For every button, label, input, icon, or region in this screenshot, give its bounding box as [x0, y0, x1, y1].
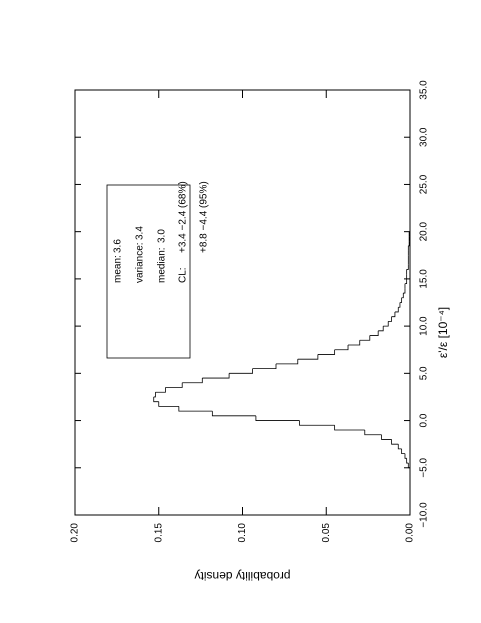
stat-label: variance:	[135, 242, 146, 283]
x-tick-label: 35.0	[419, 80, 430, 100]
hist-bin	[178, 406, 213, 412]
hist-bin	[408, 241, 410, 247]
x-tick-label: 25.0	[419, 174, 430, 194]
hist-bin	[255, 415, 300, 421]
stat-label: median:	[157, 247, 168, 283]
hist-bin	[153, 392, 156, 398]
hist-bin	[404, 278, 408, 285]
x-tick-label: −5.0	[419, 457, 430, 477]
hist-bin	[276, 359, 299, 365]
hist-bin	[407, 463, 410, 469]
stat-value: +8.8 −4.4 (95%)	[199, 181, 210, 253]
hist-bin	[229, 368, 253, 374]
hist-bin	[398, 302, 401, 308]
hist-bin	[391, 439, 399, 445]
hist-bin	[397, 444, 402, 450]
hist-bin	[158, 401, 179, 407]
hist-bin	[364, 430, 382, 436]
y-tick-label: 0.15	[153, 523, 164, 543]
hist-bin	[182, 378, 203, 384]
hist-bin	[155, 387, 166, 393]
hist-bin	[383, 321, 389, 327]
x-tick-label: 20.0	[419, 221, 430, 241]
stat-value: +3.4 −2.4 (68%)	[178, 181, 189, 253]
hist-bin	[394, 307, 399, 313]
hist-bin	[317, 349, 336, 355]
hist-bin	[334, 425, 365, 431]
stat-value: 3.4	[135, 226, 146, 240]
y-axis-label: probability density	[194, 569, 290, 583]
stats-box	[106, 184, 191, 359]
hist-bin	[202, 373, 230, 379]
hist-bin	[391, 311, 396, 318]
stat-label: CL:	[178, 267, 189, 283]
hist-bin	[399, 297, 403, 303]
hist-bin	[404, 453, 407, 459]
hist-bin	[369, 330, 379, 336]
hist-bin	[406, 264, 409, 270]
hist-bin	[299, 420, 335, 426]
hist-bin	[401, 448, 405, 455]
hist-bin	[381, 434, 392, 440]
x-axis-label: ε'/ε [10⁻⁴]	[436, 307, 450, 358]
hist-bin	[165, 382, 183, 388]
hist-bin	[252, 363, 277, 370]
y-tick-label: 0.05	[321, 523, 332, 543]
y-tick-label: 0.20	[70, 523, 81, 543]
hist-bin	[403, 288, 406, 294]
hist-bin	[334, 345, 349, 351]
y-tick-label: 0.10	[237, 523, 248, 543]
x-tick-label: 15.0	[419, 269, 430, 289]
x-tick-label: 5.0	[419, 366, 430, 380]
hist-bin	[297, 354, 319, 360]
stat-value: 3.0	[157, 229, 168, 243]
hist-bin	[388, 316, 392, 322]
hist-bin	[348, 340, 361, 346]
hist-bin	[359, 335, 371, 341]
plot-frame	[74, 89, 411, 516]
x-tick-label: 10.0	[419, 316, 430, 336]
hist-bin	[406, 458, 409, 464]
stat-label: mean:	[113, 255, 124, 283]
hist-bin	[401, 293, 404, 299]
hist-bin	[153, 396, 159, 403]
x-tick-label: 30.0	[419, 127, 430, 147]
hist-bin	[378, 326, 384, 332]
y-tick-label: 0.00	[405, 523, 416, 543]
rotated-plot: −10.0 −5.0 0.0 5.0 10.0 15.0 20.0 25.0 30.0 35.0 0…	[70, 80, 451, 583]
x-tick-label: 0.0	[419, 413, 430, 427]
stat-value: 3.6	[113, 239, 124, 253]
hist-bin	[211, 411, 256, 417]
x-tick-label: −10.0	[419, 502, 430, 528]
